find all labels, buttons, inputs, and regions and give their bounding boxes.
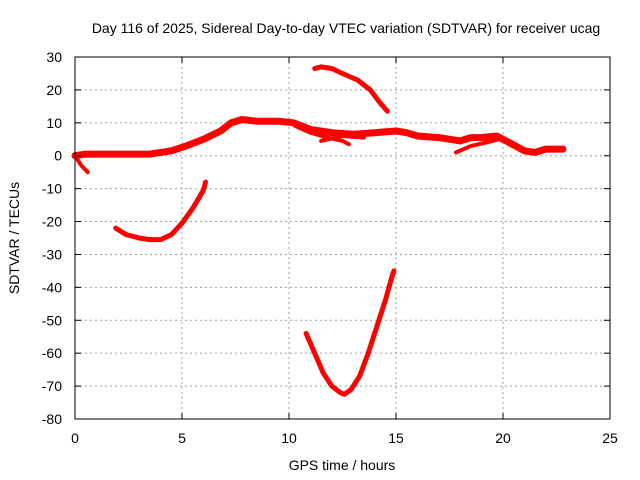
series-track-dip-start: [75, 157, 90, 175]
series-layer: [71, 64, 567, 397]
x-tick-label: 20: [495, 430, 511, 446]
x-tick-label: 25: [602, 430, 618, 446]
y-tick-label: -70: [42, 378, 62, 394]
x-axis-label: GPS time / hours: [289, 457, 396, 473]
y-tick-label: -50: [42, 312, 62, 328]
series-track-side-b: [319, 134, 366, 143]
y-tick-label: -10: [42, 181, 62, 197]
series-track-deep-v: [303, 268, 397, 397]
x-tick-label: 5: [178, 430, 186, 446]
plot-frame: [74, 56, 611, 420]
y-tick-label: -40: [42, 279, 62, 295]
y-tick-labels: -80 -70 -60 -50 -40 -30 -20 -10 0 10 20 30: [42, 49, 62, 427]
y-axis-label: SDTVAR / TECUs: [6, 182, 22, 294]
y-tick-label: -20: [42, 214, 62, 230]
x-tick-label: 10: [281, 430, 297, 446]
y-tick-label: -80: [42, 411, 62, 427]
series-track-main: [71, 116, 567, 160]
chart-title: Day 116 of 2025, Sidereal Day-to-day VTE…: [92, 20, 600, 36]
y-tick-label: 20: [46, 82, 62, 98]
y-tick-label: 30: [46, 49, 62, 65]
x-tick-label: 0: [71, 430, 79, 446]
series-track-top-arc: [312, 64, 390, 114]
series-track-tail: [453, 137, 501, 155]
y-tick-label: 0: [54, 148, 62, 164]
grid: [75, 57, 610, 419]
tick-marks: [74, 56, 611, 420]
series-track-left-arc: [113, 179, 208, 243]
x-tick-labels: 0 5 10 15 20 25: [71, 430, 618, 446]
x-tick-label: 15: [388, 430, 404, 446]
y-tick-label: -60: [42, 345, 62, 361]
y-tick-label: 10: [46, 115, 62, 131]
y-tick-label: -30: [42, 246, 62, 262]
